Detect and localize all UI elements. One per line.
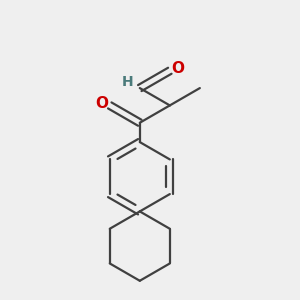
Text: O: O <box>171 61 184 76</box>
Text: H: H <box>122 75 134 89</box>
Text: O: O <box>95 96 108 111</box>
